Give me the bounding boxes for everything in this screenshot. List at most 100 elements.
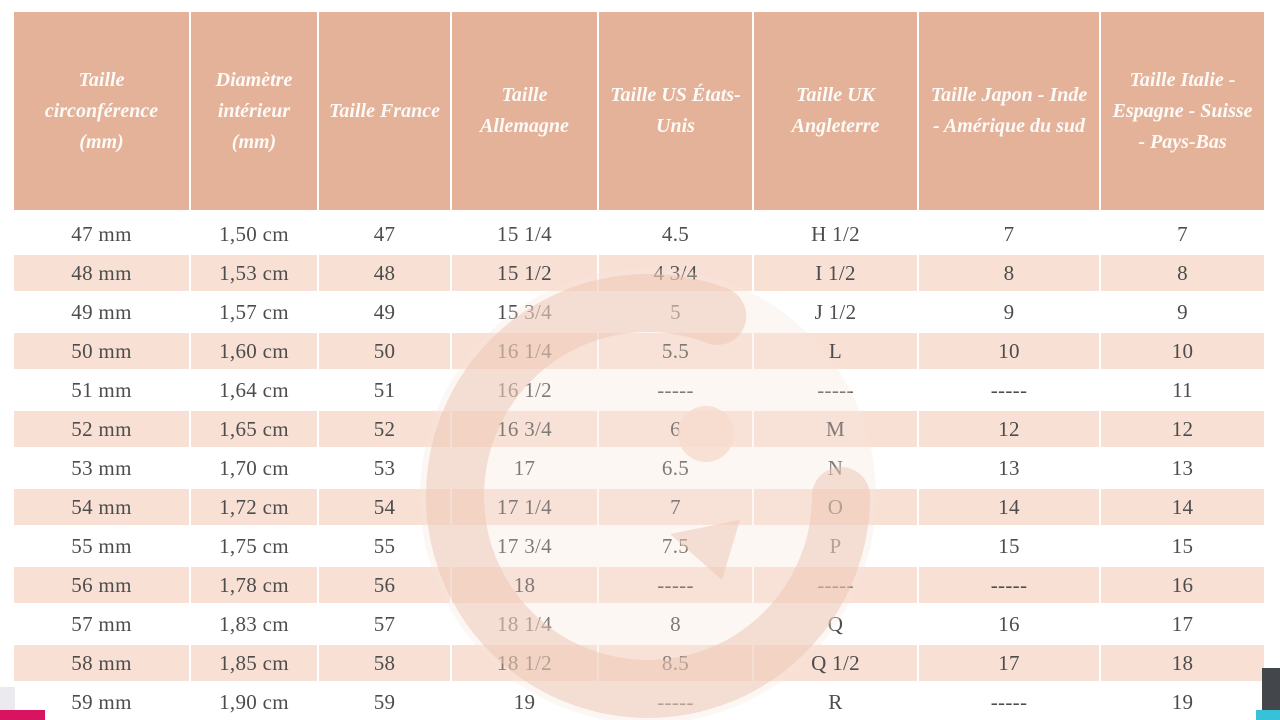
table-cell: I 1/2	[754, 255, 917, 291]
table-cell: 8.5	[599, 645, 752, 681]
column-header: Taille Italie - Espagne - Suisse - Pays-…	[1101, 12, 1264, 210]
table-cell: 1,83 cm	[219, 611, 289, 636]
table-row: 58 mm 1,85 cm 58 18 1/2 8.5 Q 1/2 17 18	[14, 645, 1266, 681]
table-cell: 8	[670, 611, 681, 636]
table-cell: 11	[1172, 377, 1193, 402]
table-cell: 9	[1177, 299, 1188, 324]
table-cell: -----	[657, 377, 694, 402]
column-header: Taille circonférence (mm)	[14, 12, 189, 210]
table-cell: -----	[599, 567, 752, 603]
table-cell: 5.5	[599, 333, 752, 369]
table-cell: 1,65 cm	[191, 411, 317, 447]
table-cell: 18	[452, 567, 597, 603]
table-row: 53 mm 1,70 cm 53 17 6.5 N 13 13	[14, 450, 1266, 486]
column-header: Taille Allemagne	[452, 12, 597, 210]
table-cell: -----	[657, 689, 694, 714]
table-cell: 57 mm	[71, 611, 132, 636]
table-cell: 1,53 cm	[191, 255, 317, 291]
table-cell: 56 mm	[14, 567, 189, 603]
table-cell: 48	[319, 255, 450, 291]
table-cell: 5	[670, 299, 681, 324]
table-cell: 12	[1101, 411, 1264, 447]
table-cell: 1,50 cm	[219, 221, 289, 246]
table-cell: 17 1/4	[452, 489, 597, 525]
table-cell: 7	[1177, 221, 1188, 246]
table-cell: 1,75 cm	[219, 533, 289, 558]
table-cell: 12	[919, 411, 1099, 447]
table-cell: 59	[373, 689, 396, 714]
table-row: 47 mm 1,50 cm 47 15 1/4 4.5 H 1/2 7 7	[14, 216, 1266, 252]
table-cell: 19	[513, 689, 536, 714]
ring-size-conversion-table: Taille circonférence (mm) Diamètre intéri…	[14, 12, 1266, 720]
table-row: 59 mm 1,90 cm 59 19 ----- R ----- 19	[14, 684, 1266, 720]
table-cell: 55	[373, 533, 396, 558]
table-cell: -----	[754, 567, 917, 603]
table-cell: O	[754, 489, 917, 525]
table-cell: 1,57 cm	[219, 299, 289, 324]
table-cell: 10	[1101, 333, 1264, 369]
scrollbar-thumb[interactable]	[1262, 668, 1280, 710]
table-cell: 48 mm	[14, 255, 189, 291]
table-cell: 51	[373, 377, 396, 402]
table-cell: 17 3/4	[497, 533, 552, 558]
table-cell: J 1/2	[814, 299, 857, 324]
page-edge-fragment	[0, 687, 15, 710]
table-cell: 10	[919, 333, 1099, 369]
table-cell: Q 1/2	[754, 645, 917, 681]
column-header: Taille France	[319, 12, 450, 210]
table-row: 49 mm 1,57 cm 49 15 3/4 5 J 1/2 9 9	[14, 294, 1266, 330]
table-cell: 17	[513, 455, 536, 480]
column-header: Diamètre intérieur (mm)	[191, 12, 317, 210]
table-cell: 50 mm	[14, 333, 189, 369]
table-cell: 50	[319, 333, 450, 369]
table-cell: 54 mm	[14, 489, 189, 525]
table-cell: 19	[1171, 689, 1194, 714]
table-cell: 4.5	[661, 221, 690, 246]
table-cell: 16 3/4	[452, 411, 597, 447]
table-cell: 4 3/4	[599, 255, 752, 291]
table-row: 57 mm 1,83 cm 57 18 1/4 8 Q 16 17	[14, 606, 1266, 642]
table-cell: 16 1/4	[452, 333, 597, 369]
table-row: 52 mm 1,65 cm 52 16 3/4 6 M 12 12	[14, 411, 1266, 447]
table-cell: -----	[990, 689, 1028, 714]
table-cell: 15	[998, 533, 1020, 558]
table-cell: 16	[998, 611, 1020, 636]
table-cell: L	[754, 333, 917, 369]
table-cell: -----	[817, 377, 854, 402]
table-cell: 7.5	[661, 533, 690, 558]
accent-bar-fragment	[0, 710, 45, 720]
table-cell: 13	[998, 455, 1020, 480]
table-cell: 52 mm	[14, 411, 189, 447]
table-cell: 16	[1101, 567, 1264, 603]
table-cell: N	[827, 455, 844, 480]
table-cell: Q	[827, 611, 844, 636]
table-cell: 15 3/4	[497, 299, 552, 324]
table-cell: 1,90 cm	[219, 689, 289, 714]
table-cell: 9	[1003, 299, 1015, 324]
table-cell: 53 mm	[71, 455, 132, 480]
table-cell: 13	[1171, 455, 1194, 480]
table-cell: R	[828, 689, 843, 714]
table-cell: 16 1/2	[497, 377, 552, 402]
table-row: 55 mm 1,75 cm 55 17 3/4 7.5 P 15 15	[14, 528, 1266, 564]
table-cell: 7	[599, 489, 752, 525]
table-cell: 8	[1101, 255, 1264, 291]
column-header: Taille US États-Unis	[599, 12, 752, 210]
table-row: 54 mm 1,72 cm 54 17 1/4 7 O 14 14	[14, 489, 1266, 525]
table-cell: 59 mm	[71, 689, 132, 714]
table-cell: 51 mm	[71, 377, 132, 402]
table-cell: 1,78 cm	[191, 567, 317, 603]
widget-fragment[interactable]	[1256, 710, 1280, 720]
table-cell: 7	[1003, 221, 1015, 246]
table-cell: 17	[1171, 611, 1194, 636]
table-header-row: Taille circonférence (mm) Diamètre intéri…	[14, 12, 1266, 210]
table-cell: 18 1/4	[497, 611, 552, 636]
table-row: 51 mm 1,64 cm 51 16 1/2 ----- ----- ----- 11	[14, 372, 1266, 408]
column-header: Taille UK Angleterre	[754, 12, 917, 210]
table-cell: -----	[919, 567, 1099, 603]
table-cell: 8	[919, 255, 1099, 291]
table-cell: 1,72 cm	[191, 489, 317, 525]
table-cell: H 1/2	[811, 221, 860, 246]
table-cell: 6.5	[661, 455, 690, 480]
table-row: 50 mm 1,60 cm 50 16 1/4 5.5 L 10 10	[14, 333, 1266, 369]
